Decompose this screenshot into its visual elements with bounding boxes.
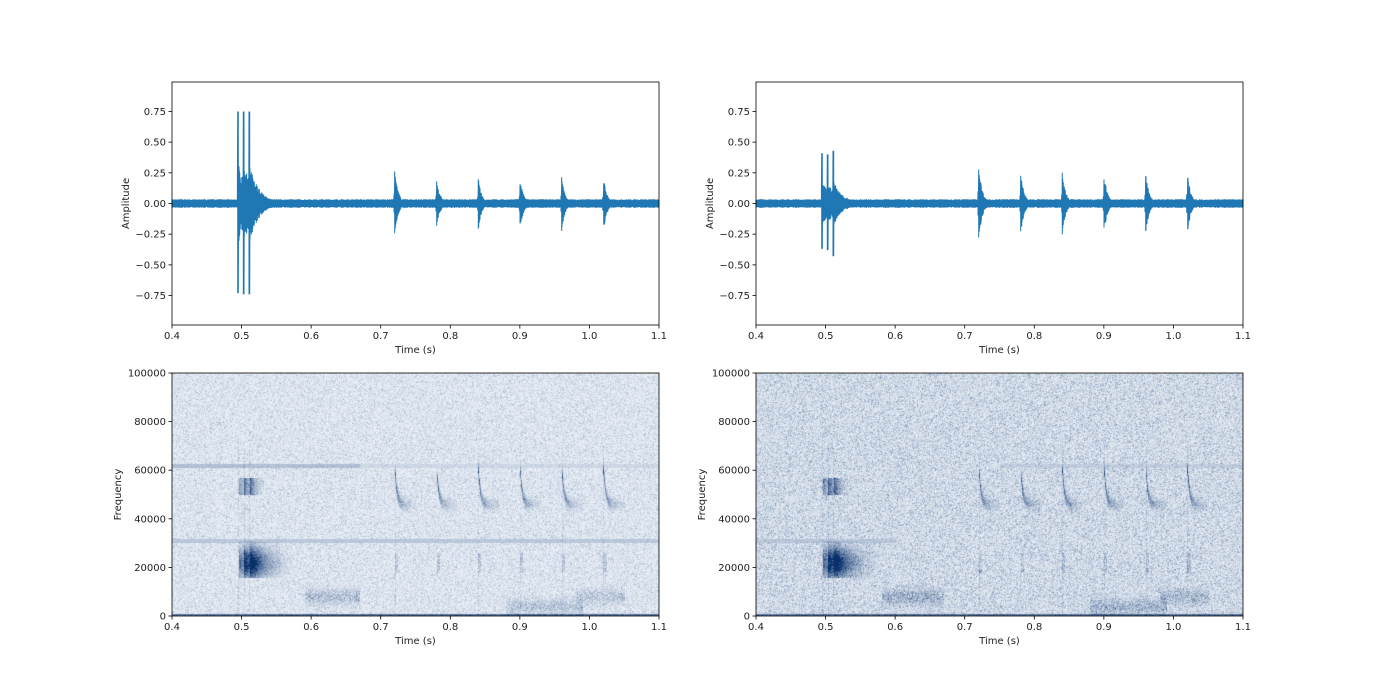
subplot-bottom-right: 0.4 0.5 0.6 0.7 0.8 0.9 1.0 1.1 0 20000 40000 60000… <box>697 369 1251 648</box>
y-tick-label: 0.50 <box>728 138 750 149</box>
x-tick-label: 0.6 <box>303 331 319 342</box>
subplot-bottom-left: 0.4 0.5 0.6 0.7 0.8 0.9 1.0 1.1 0 20000 40000 60000… <box>113 369 667 648</box>
x-tick-label: 0.4 <box>164 331 180 342</box>
x-tick-label: 0.7 <box>957 622 973 633</box>
x-tick-label: 1.0 <box>1165 622 1181 633</box>
subplot-top-right: 0.4 0.5 0.6 0.7 0.8 0.9 1.0 1.1 −0.75 −0.50 −0.25 0… <box>705 81 1251 356</box>
y-axis-label: Amplitude <box>121 178 132 229</box>
y-axis-label: Frequency <box>697 469 708 521</box>
y-tick-label: 20000 <box>718 563 750 574</box>
x-tick-label: 0.5 <box>234 622 250 633</box>
x-tick-label: 0.7 <box>957 331 973 342</box>
x-tick-label: 0.4 <box>164 622 180 633</box>
y-tick-label: 0.00 <box>728 199 750 210</box>
x-tick-label: 0.9 <box>512 331 528 342</box>
x-tick-label: 1.1 <box>651 622 667 633</box>
x-tick-label: 0.4 <box>748 331 764 342</box>
x-tick-label: 0.6 <box>303 622 319 633</box>
y-tick-label: 100000 <box>712 369 750 380</box>
y-tick-label: 60000 <box>718 466 750 477</box>
y-tick-label: 0.75 <box>144 107 166 118</box>
axes-frame <box>755 372 1244 617</box>
x-tick-label: 0.8 <box>442 622 458 633</box>
x-tick-label: 1.0 <box>581 331 597 342</box>
y-axis-label: Frequency <box>113 469 124 521</box>
x-tick-label: 0.8 <box>1026 622 1042 633</box>
x-tick-label: 0.8 <box>442 331 458 342</box>
y-tick-label: 80000 <box>134 417 166 428</box>
y-tick-label: 40000 <box>718 514 750 525</box>
y-tick-label: −0.50 <box>719 260 750 271</box>
y-tick-label: 80000 <box>718 417 750 428</box>
y-tick-label: −0.50 <box>135 260 166 271</box>
y-axis-label: Amplitude <box>705 178 716 229</box>
x-tick-label: 0.8 <box>1026 331 1042 342</box>
x-tick-label: 1.0 <box>581 622 597 633</box>
x-tick-label: 1.1 <box>1235 331 1251 342</box>
x-axis-label: Time (s) <box>394 636 436 647</box>
y-tick-label: 0 <box>160 612 166 623</box>
x-tick-label: 1.0 <box>1165 331 1181 342</box>
x-tick-label: 0.7 <box>373 331 389 342</box>
x-axis-label: Time (s) <box>978 345 1020 356</box>
x-tick-label: 1.1 <box>651 331 667 342</box>
x-tick-label: 0.9 <box>1096 331 1112 342</box>
spectrogram-bottom-left <box>172 373 659 616</box>
y-tick-label: 40000 <box>134 514 166 525</box>
y-tick-label: 0.25 <box>728 168 750 179</box>
x-tick-label: 0.6 <box>887 622 903 633</box>
y-tick-label: 100000 <box>128 369 166 380</box>
x-tick-label: 0.9 <box>1096 622 1112 633</box>
waveform-line <box>171 111 660 295</box>
y-tick-label: −0.25 <box>719 230 750 241</box>
waveform-line <box>755 150 1244 257</box>
spectrogram-bottom-right <box>756 373 1243 616</box>
y-tick-label: 0.50 <box>144 138 166 149</box>
y-tick-label: 60000 <box>134 466 166 477</box>
axes-frame <box>171 372 660 617</box>
x-tick-label: 0.9 <box>512 622 528 633</box>
y-tick-label: 20000 <box>134 563 166 574</box>
y-tick-label: 0.00 <box>144 199 166 210</box>
x-tick-label: 0.4 <box>748 622 764 633</box>
x-axis-label: Time (s) <box>394 345 436 356</box>
y-tick-label: −0.75 <box>719 291 750 302</box>
x-tick-label: 0.7 <box>373 622 389 633</box>
x-tick-label: 1.1 <box>1235 622 1251 633</box>
x-axis-label: Time (s) <box>978 636 1020 647</box>
y-tick-label: −0.75 <box>135 291 166 302</box>
y-tick-label: 0.25 <box>144 168 166 179</box>
y-tick-label: 0.75 <box>728 107 750 118</box>
x-tick-label: 0.5 <box>818 622 834 633</box>
x-tick-label: 0.6 <box>887 331 903 342</box>
y-tick-label: 0 <box>744 612 750 623</box>
y-tick-label: −0.25 <box>135 230 166 241</box>
subplot-top-left: 0.4 0.5 0.6 0.7 0.8 0.9 1.0 1.1 −0.75 −0.50 −0.25 0… <box>121 81 667 356</box>
x-tick-label: 0.5 <box>818 331 834 342</box>
x-tick-label: 0.5 <box>234 331 250 342</box>
